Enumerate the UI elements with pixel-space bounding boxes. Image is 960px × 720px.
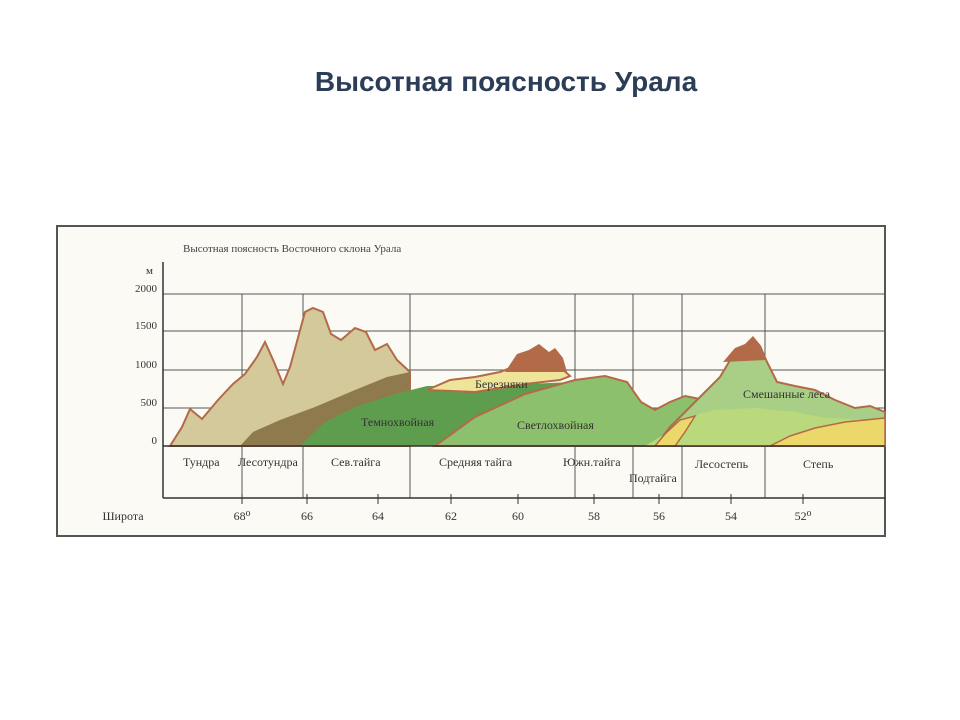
latitude-tick-label: 64 xyxy=(372,509,384,523)
slide-title: Высотная поясность Урала xyxy=(314,66,698,97)
zone-label-podtaiga: Подтайга xyxy=(629,471,677,485)
zone-label-tundra: Тундра xyxy=(183,455,220,469)
latitude-tick-label: 60 xyxy=(512,509,524,523)
zone-label-forest-steppe: Лесостепь xyxy=(695,457,749,471)
zone-label-middle-taiga: Средняя тайга xyxy=(439,455,513,469)
zone-label-lesotundra: Лесотундра xyxy=(238,455,298,469)
altitude-zonation-diagram: Высотная поясность Восточного склона Ура… xyxy=(56,225,886,537)
birch-ridge xyxy=(505,344,567,372)
latitude-tick-label: 68⁰ xyxy=(234,509,251,523)
latitude-tick-label: 62 xyxy=(445,509,457,523)
latitude-tick-label: 54 xyxy=(725,509,737,523)
latitude-label: Широта xyxy=(102,509,144,523)
zone-label-light-conifer: Светлохвойная xyxy=(517,418,594,432)
figure-caption: Высотная поясность Восточного склона Ура… xyxy=(183,243,401,255)
latitude-tick-label: 52⁰ xyxy=(795,509,812,523)
y-tick-label: 1000 xyxy=(135,359,158,371)
gridlines xyxy=(163,293,885,498)
mixed-forest-ridge xyxy=(723,336,767,362)
zone-label-south-taiga: Южн.тайга xyxy=(563,455,621,469)
y-tick-label: 1500 xyxy=(135,320,158,332)
zone-label-birch: Березняки xyxy=(475,377,528,391)
zone-label-dark-conifer: Темнохвойная xyxy=(361,415,435,429)
zone-label-north-taiga: Сев.тайга xyxy=(331,455,381,469)
y-tick-label: 0 xyxy=(152,435,158,447)
latitude-tick-label: 58 xyxy=(588,509,600,523)
y-tick-label: 500 xyxy=(141,397,158,409)
y-tick-label: 2000 xyxy=(135,283,158,295)
latitude-tick-label: 56 xyxy=(653,509,665,523)
y-unit-label: м xyxy=(146,265,153,277)
zone-label-mixed: Смешанные леса xyxy=(743,387,831,401)
zone-label-steppe: Степь xyxy=(803,457,834,471)
latitude-tick-label: 66 xyxy=(301,509,313,523)
